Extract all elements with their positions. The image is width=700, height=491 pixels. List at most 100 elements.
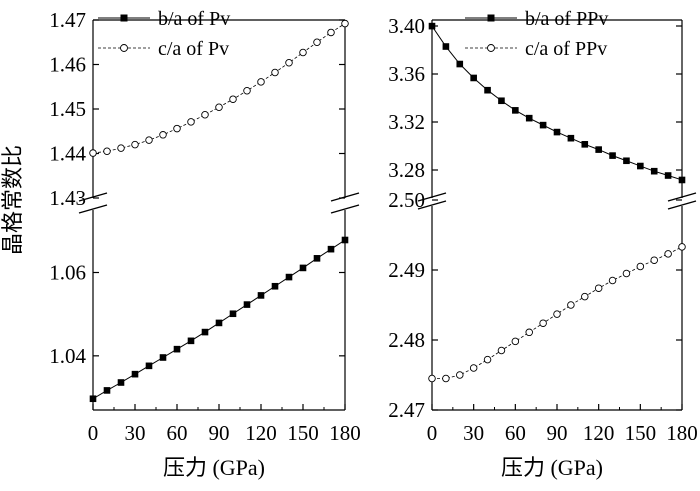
data-point-b-a-of-pv (117, 379, 125, 386)
x-axis-title: 压力 (GPa) (501, 455, 603, 480)
data-point-b-a-of-pv (131, 370, 139, 378)
data-point-c-a-of-pv (285, 58, 293, 67)
y-tick-label: 3.32 (388, 110, 425, 134)
data-point-c-a-of-ppv (664, 250, 672, 258)
y-tick-label: 3.36 (388, 62, 425, 86)
data-point-b-a-of-pv (173, 345, 181, 353)
data-point-b-a-of-pv (89, 395, 97, 403)
data-point-c-a-of-pv (201, 111, 209, 119)
data-point-c-a-of-ppv (650, 256, 658, 264)
legend-marker-c-a-of-ppv (487, 44, 495, 52)
axis-break-mark (78, 192, 108, 202)
legend-label-c-a-of-ppv: c/a of PPv (525, 38, 607, 60)
data-point-c-a-of-pv (145, 136, 153, 144)
y-tick-label: 1.46 (49, 53, 86, 77)
data-point-b-a-of-pv (159, 354, 167, 361)
data-point-b-a-of-pv (299, 264, 307, 272)
x-tick-label: 90 (209, 421, 230, 445)
data-point-b-a-of-ppv (512, 107, 519, 114)
legend-label-b-a-of-pv: b/a of Pv (158, 8, 230, 30)
data-point-c-a-of-pv (229, 95, 237, 103)
x-tick-label: 30 (125, 421, 146, 445)
data-point-b-a-of-ppv (525, 114, 533, 122)
x-tick-label: 60 (505, 421, 526, 445)
data-point-c-a-of-ppv (622, 269, 631, 278)
data-point-b-a-of-pv (285, 273, 293, 281)
legend-marker-c-a-of-pv (120, 44, 128, 52)
axis-break-mark (330, 192, 360, 202)
data-point-c-a-of-pv (187, 118, 195, 126)
data-point-b-a-of-ppv (637, 162, 644, 170)
y-tick-label: 1.47 (49, 8, 86, 32)
data-point-c-a-of-pv (271, 68, 279, 77)
data-point-b-a-of-ppv (609, 152, 616, 159)
data-point-c-a-of-ppv (553, 310, 561, 318)
data-point-b-a-of-pv (271, 282, 279, 290)
panel-right: 0 30 60 90 120 150 180 压力 (GPa) 3.28 3.32 3.36 3.40… (388, 8, 698, 480)
data-point-c-a-of-ppv (483, 355, 492, 364)
data-point-c-a-of-ppv (567, 301, 575, 309)
data-point-c-a-of-pv (313, 38, 321, 47)
y-tick-label: 2.47 (388, 398, 425, 422)
data-point-b-a-of-ppv (442, 43, 450, 50)
x-tick-label: 0 (88, 421, 99, 445)
data-point-c-a-of-pv (327, 28, 335, 37)
x-tick-label: 180 (329, 421, 361, 445)
data-point-b-a-of-ppv (456, 60, 464, 68)
data-point-c-a-of-ppv (497, 346, 506, 355)
data-point-b-a-of-pv (257, 292, 265, 299)
data-point-b-a-of-pv (341, 236, 349, 244)
data-point-c-a-of-ppv (581, 292, 589, 301)
data-point-b-a-of-ppv (498, 97, 505, 105)
data-point-b-a-of-pv (103, 387, 111, 394)
data-point-c-a-of-ppv (511, 337, 520, 346)
x-tick-label: 0 (427, 421, 438, 445)
data-point-b-a-of-ppv (595, 146, 602, 153)
y-tick-label: 2.50 (388, 188, 425, 212)
legend-marker-b-a-of-ppv (487, 14, 495, 22)
data-point-b-a-of-ppv (539, 121, 547, 129)
data-point-c-a-of-pv (299, 48, 307, 57)
y-tick-label: 1.43 (49, 186, 86, 210)
x-tick-label: 120 (583, 421, 615, 445)
y-tick-label: 1.04 (49, 344, 86, 368)
y-tick-label: 1.44 (49, 142, 86, 166)
data-point-c-a-of-ppv (678, 243, 686, 251)
panel-left: 0 30 60 90 120 150 180 压力 (GPa) 1.43 1.44 1.45 1.46… (49, 8, 361, 480)
data-point-c-a-of-pv (131, 140, 139, 149)
legend-label-c-a-of-pv: c/a of Pv (158, 38, 229, 60)
data-point-c-a-of-pv (117, 144, 125, 152)
data-point-c-a-of-ppv (594, 284, 603, 292)
data-point-c-a-of-pv (215, 103, 223, 111)
x-tick-label: 30 (463, 421, 484, 445)
data-point-c-a-of-pv (341, 19, 349, 28)
data-point-b-a-of-pv (201, 328, 209, 336)
data-point-c-a-of-ppv (442, 374, 450, 383)
data-point-b-a-of-pv (145, 362, 153, 370)
data-point-b-a-of-ppv (470, 74, 477, 82)
axis-break-mark (667, 192, 697, 202)
data-point-b-a-of-pv (327, 245, 335, 253)
x-tick-label: 150 (625, 421, 657, 445)
axis-break-mark (667, 200, 697, 210)
y-tick-label: 2.48 (388, 328, 425, 352)
y-tick-label: 3.40 (388, 14, 425, 38)
axis-break-mark (330, 204, 360, 214)
data-point-c-a-of-pv (243, 87, 251, 95)
data-point-b-a-of-ppv (678, 176, 686, 184)
legend-label-b-a-of-ppv: b/a of PPv (525, 8, 608, 30)
axis-break-mark (417, 192, 447, 202)
x-tick-label: 60 (167, 421, 188, 445)
data-point-c-a-of-ppv (525, 328, 533, 337)
x-tick-label: 180 (666, 421, 698, 445)
data-point-b-a-of-pv (187, 337, 195, 345)
data-point-c-a-of-ppv (539, 319, 547, 327)
data-point-b-a-of-ppv (623, 157, 630, 165)
data-point-c-a-of-ppv (636, 262, 645, 271)
data-point-b-a-of-ppv (567, 134, 575, 142)
data-point-c-a-of-pv (173, 124, 181, 133)
x-tick-label: 150 (287, 421, 319, 445)
y-tick-label: 3.28 (388, 158, 425, 182)
x-tick-label: 90 (547, 421, 568, 445)
